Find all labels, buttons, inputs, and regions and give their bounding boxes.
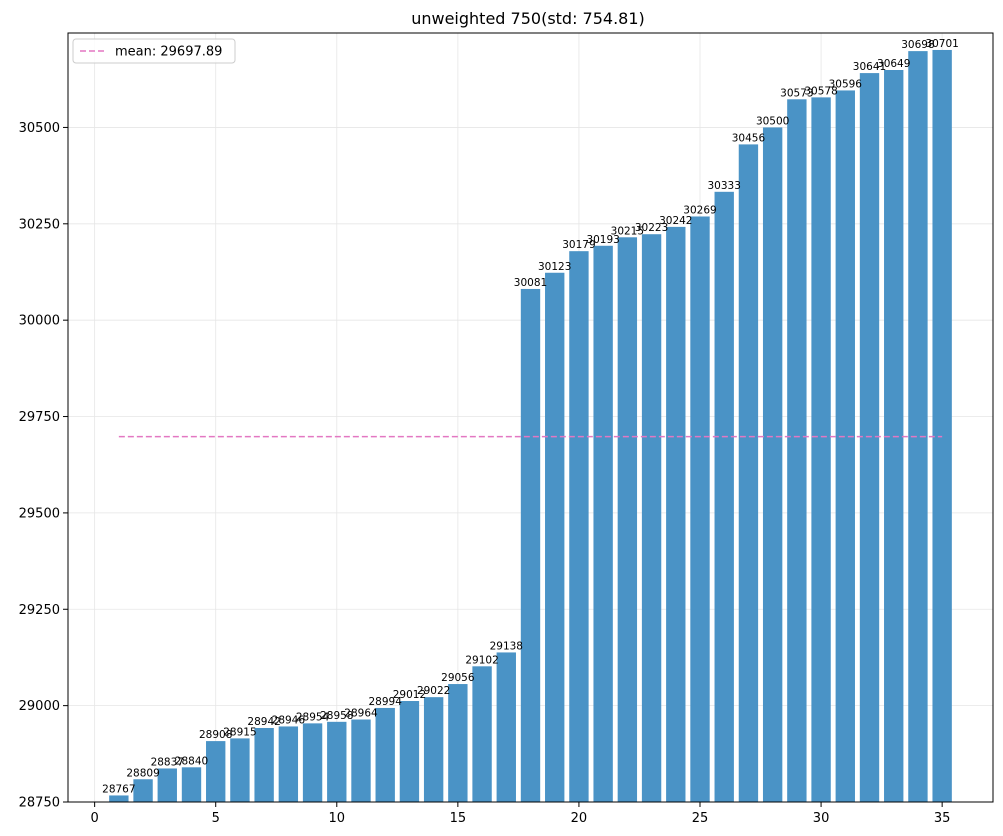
bar bbox=[859, 73, 880, 803]
x-tick-label: 35 bbox=[934, 811, 951, 826]
y-tick-label: 29500 bbox=[19, 506, 60, 521]
bar-value-label: 30269 bbox=[683, 204, 716, 216]
y-tick-label: 30500 bbox=[19, 121, 60, 136]
bar bbox=[738, 144, 759, 803]
chart-title: unweighted 750(std: 754.81) bbox=[411, 9, 645, 28]
bar bbox=[569, 251, 589, 802]
bar bbox=[617, 237, 638, 802]
bar bbox=[714, 191, 734, 802]
bar-value-label: 28964 bbox=[344, 708, 378, 720]
bar-value-label: 28837 bbox=[151, 756, 184, 768]
bar bbox=[423, 697, 444, 802]
x-tick-label: 25 bbox=[692, 811, 709, 826]
bar bbox=[690, 216, 710, 802]
legend-label-mean: mean: 29697.89 bbox=[115, 45, 222, 60]
bar-value-label: 28958 bbox=[320, 710, 353, 722]
bar bbox=[641, 234, 662, 802]
bar bbox=[666, 226, 686, 803]
bar-value-label: 30578 bbox=[804, 85, 837, 97]
bar-value-label: 28908 bbox=[199, 729, 232, 741]
bar bbox=[908, 51, 928, 802]
y-axis-ticks: 28750 29000 29250 29500 29750 30000 30250 30500 bbox=[19, 121, 68, 811]
bar-value-label: 30698 bbox=[901, 39, 934, 51]
bar bbox=[472, 666, 492, 802]
plot-frame bbox=[67, 32, 994, 803]
bar bbox=[496, 652, 516, 802]
bar-value-label: 28942 bbox=[247, 716, 280, 728]
bar-value-label: 28915 bbox=[223, 726, 256, 738]
bar bbox=[327, 721, 347, 802]
bar bbox=[787, 99, 807, 803]
bar bbox=[932, 49, 952, 803]
bar-value-label: 29102 bbox=[465, 654, 498, 666]
bar-value-label: 30242 bbox=[659, 215, 692, 227]
bar-value-label: 29056 bbox=[441, 672, 475, 684]
bar-value-label: 30573 bbox=[780, 87, 813, 99]
bar-value-label: 30500 bbox=[756, 115, 789, 127]
bar-value-label: 29012 bbox=[393, 689, 426, 701]
bar bbox=[302, 723, 323, 802]
x-tick-label: 20 bbox=[571, 811, 588, 826]
bar-value-label: 30456 bbox=[732, 132, 766, 144]
x-tick-label: 30 bbox=[813, 811, 830, 826]
bar-value-label: 30641 bbox=[853, 61, 886, 73]
bar bbox=[278, 726, 299, 802]
bar bbox=[181, 767, 202, 802]
bar bbox=[230, 738, 250, 802]
bar-value-label: 30223 bbox=[635, 222, 668, 234]
bar bbox=[109, 795, 129, 802]
x-tick-label: 10 bbox=[329, 811, 346, 826]
bar-value-label: 30123 bbox=[538, 261, 571, 273]
bar-value-label: 30701 bbox=[925, 38, 958, 50]
x-tick-label: 15 bbox=[450, 811, 467, 826]
bar bbox=[835, 90, 855, 802]
bar-value-label: 30596 bbox=[829, 78, 863, 90]
y-tick-label: 29750 bbox=[19, 410, 60, 425]
bar-value-label: 30081 bbox=[514, 277, 547, 289]
x-tick-label: 5 bbox=[212, 811, 220, 826]
bar-value-label: 30193 bbox=[586, 234, 619, 246]
y-tick-label: 29250 bbox=[19, 603, 60, 618]
bar bbox=[448, 684, 468, 802]
bar-value-label: 28946 bbox=[272, 714, 306, 726]
bars bbox=[109, 49, 952, 803]
bar-value-label: 28840 bbox=[175, 755, 208, 767]
bar bbox=[520, 288, 541, 802]
bar bbox=[545, 272, 565, 802]
y-tick-label: 28750 bbox=[19, 796, 60, 811]
legend-box bbox=[72, 38, 236, 64]
bar bbox=[593, 245, 613, 802]
bar bbox=[375, 707, 395, 802]
bar bbox=[351, 719, 371, 802]
bar-value-label: 28767 bbox=[102, 783, 135, 795]
bar-value-label: 30215 bbox=[611, 225, 644, 237]
bar-value-label: 30179 bbox=[562, 239, 595, 251]
y-tick-label: 29000 bbox=[19, 699, 60, 714]
y-tick-label: 30250 bbox=[19, 217, 60, 232]
bar-value-label: 29022 bbox=[417, 685, 450, 697]
bar bbox=[399, 701, 420, 802]
x-tick-label: 0 bbox=[90, 811, 98, 826]
legend: mean: 29697.89 bbox=[72, 38, 236, 64]
bar-value-label: 28809 bbox=[126, 767, 159, 779]
x-axis-ticks: 0 5 10 15 20 25 30 35 bbox=[90, 802, 950, 826]
bar bbox=[254, 727, 274, 802]
bar bbox=[811, 97, 831, 802]
bar bbox=[206, 741, 226, 802]
bar-value-label: 28994 bbox=[369, 696, 403, 708]
bar bbox=[157, 768, 177, 802]
bar-value-label: 29138 bbox=[490, 640, 523, 652]
bar-value-label: 30333 bbox=[708, 180, 741, 192]
bar-value-label: 28954 bbox=[296, 711, 330, 723]
bar bbox=[133, 779, 153, 802]
bar-value-label: 30649 bbox=[877, 58, 910, 70]
y-tick-label: 30000 bbox=[19, 314, 60, 329]
bar bbox=[762, 127, 783, 802]
